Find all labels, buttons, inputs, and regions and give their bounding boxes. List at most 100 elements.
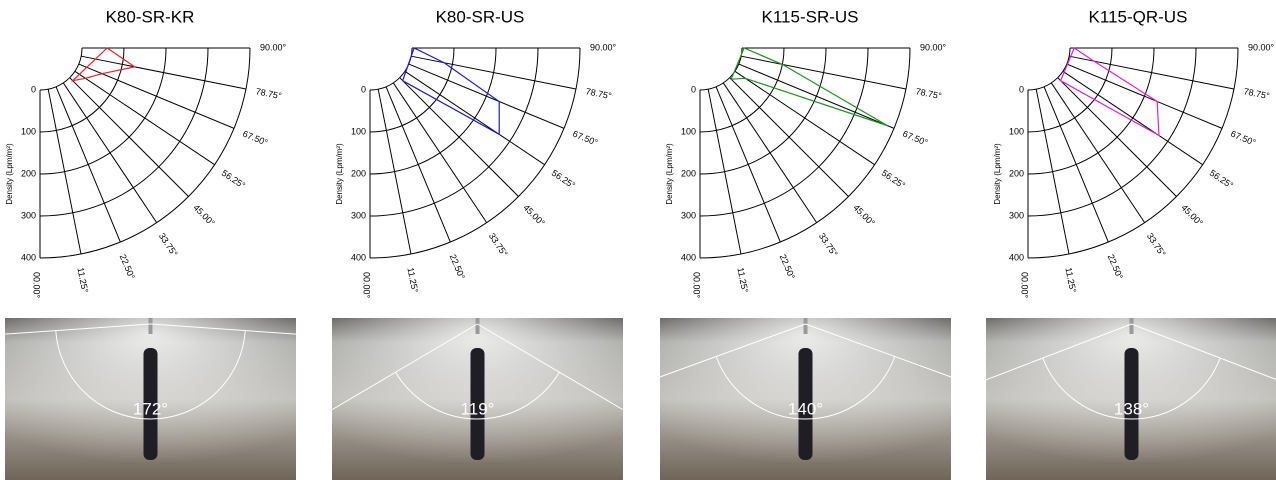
grid-spoke — [378, 89, 411, 254]
grid-spoke — [411, 56, 576, 89]
angle-tick-label: 78.75° — [915, 86, 943, 101]
y-tick-label: 400 — [1009, 252, 1024, 262]
nozzle-pipe — [1130, 318, 1134, 334]
angle-tick-label: 78.75° — [255, 86, 283, 101]
angle-tick-label: 56.25° — [880, 168, 908, 191]
y-tick-label: 400 — [681, 252, 696, 262]
y-tick-label: 400 — [351, 252, 366, 262]
angle-tick-label: 22.50° — [1106, 253, 1125, 281]
chart-title: K115-SR-US — [762, 7, 859, 26]
grid-spoke — [1051, 83, 1144, 223]
angle-tick-label: 90.00° — [260, 42, 287, 52]
angle-tick-label: 00.00° — [362, 272, 372, 299]
spray-angle-label: 172° — [133, 399, 168, 418]
grid-spoke — [1058, 78, 1177, 197]
angle-tick-label: 67.50° — [571, 129, 599, 148]
angle-tick-label: 11.25° — [405, 267, 420, 294]
density-outline — [1061, 48, 1159, 136]
angle-tick-label: 22.50° — [778, 253, 797, 281]
y-axis-label: Density (Lpm/m²) — [335, 143, 344, 205]
angle-tick-label: 45.00° — [1179, 202, 1205, 228]
y-tick-label: 400 — [21, 252, 36, 262]
y-tick-label: 0 — [361, 84, 366, 94]
angle-tick-label: 22.50° — [118, 253, 137, 281]
angle-tick-label: 00.00° — [692, 272, 702, 299]
angle-tick-label: 67.50° — [1229, 129, 1257, 148]
y-tick-label: 0 — [691, 84, 696, 94]
grid-spoke — [400, 78, 519, 197]
figure: K80-SR-KRDensity (Lpm/m²)010020030040000… — [0, 0, 1276, 480]
angle-tick-label: 67.50° — [241, 129, 269, 148]
y-tick-label: 100 — [681, 126, 696, 136]
spray-angle-label: 138° — [1114, 399, 1149, 418]
y-axis-label: Density (Lpm/m²) — [5, 143, 14, 205]
grid-spoke — [386, 87, 450, 242]
angle-tick-label: 90.00° — [1248, 42, 1275, 52]
grid-spoke — [723, 83, 816, 223]
angle-tick-label: 45.00° — [521, 202, 547, 228]
grid-spoke — [708, 89, 741, 254]
chart-title: K80-SR-KR — [106, 7, 195, 26]
angle-tick-label: 33.75° — [817, 231, 840, 259]
grid-spoke — [741, 56, 906, 89]
spray-photo: 140° — [561, 318, 1050, 480]
y-tick-label: 300 — [21, 210, 36, 220]
grid-spoke — [48, 89, 81, 254]
angle-tick-label: 11.25° — [75, 267, 90, 294]
nozzle-pipe — [476, 318, 480, 334]
y-tick-label: 300 — [1009, 210, 1024, 220]
nozzle-pipe — [804, 318, 808, 334]
chart-title: K80-SR-US — [436, 7, 525, 26]
grid-spoke — [730, 78, 849, 197]
y-tick-label: 0 — [1019, 84, 1024, 94]
angle-tick-label: 45.00° — [191, 202, 217, 228]
spray-angle-label: 119° — [461, 399, 495, 418]
grid-spoke — [409, 64, 564, 128]
y-tick-label: 200 — [351, 168, 366, 178]
grid-spoke — [1067, 64, 1222, 128]
nozzle-pipe — [149, 318, 153, 334]
y-tick-label: 200 — [21, 168, 36, 178]
spray-photo: 119° — [253, 318, 701, 480]
grid-spoke — [70, 78, 189, 197]
angle-tick-label: 67.50° — [901, 129, 929, 148]
spray-angle-label: 140° — [788, 399, 823, 418]
angle-tick-label: 00.00° — [32, 272, 42, 299]
grid-spoke — [1036, 89, 1069, 254]
angle-tick-label: 56.25° — [220, 168, 248, 191]
y-tick-label: 0 — [31, 84, 36, 94]
angle-tick-label: 22.50° — [448, 253, 467, 281]
grid-spoke — [1044, 87, 1108, 242]
grid-spoke — [735, 71, 875, 164]
grid-spoke — [405, 71, 545, 164]
angle-tick-label: 56.25° — [1208, 168, 1236, 191]
y-tick-label: 300 — [681, 210, 696, 220]
y-tick-label: 200 — [681, 168, 696, 178]
grid-spoke — [393, 83, 486, 223]
angle-tick-label: 11.25° — [1063, 267, 1078, 294]
grid-spoke — [63, 83, 156, 223]
y-tick-label: 200 — [1009, 168, 1024, 178]
angle-tick-label: 45.00° — [851, 202, 877, 228]
angle-tick-label: 78.75° — [1243, 86, 1271, 101]
y-axis-label: Density (Lpm/m²) — [993, 143, 1002, 205]
grid-spoke — [716, 87, 780, 242]
angle-tick-label: 78.75° — [585, 86, 613, 101]
density-outline — [403, 48, 500, 134]
grid-spoke — [75, 71, 215, 164]
y-tick-label: 100 — [351, 126, 366, 136]
angle-tick-label: 90.00° — [590, 42, 617, 52]
y-tick-label: 100 — [1009, 126, 1024, 136]
angle-tick-label: 33.75° — [487, 231, 510, 259]
angle-tick-label: 56.25° — [550, 168, 578, 191]
y-tick-label: 300 — [351, 210, 366, 220]
grid-spoke — [739, 64, 894, 128]
y-tick-label: 100 — [21, 126, 36, 136]
angle-tick-label: 33.75° — [1145, 231, 1168, 259]
angle-tick-label: 33.75° — [157, 231, 180, 259]
angle-tick-label: 00.00° — [1020, 272, 1030, 299]
angle-tick-label: 90.00° — [920, 42, 947, 52]
angle-tick-label: 11.25° — [735, 267, 750, 294]
y-axis-label: Density (Lpm/m²) — [665, 143, 674, 205]
grid-spoke — [56, 87, 120, 242]
